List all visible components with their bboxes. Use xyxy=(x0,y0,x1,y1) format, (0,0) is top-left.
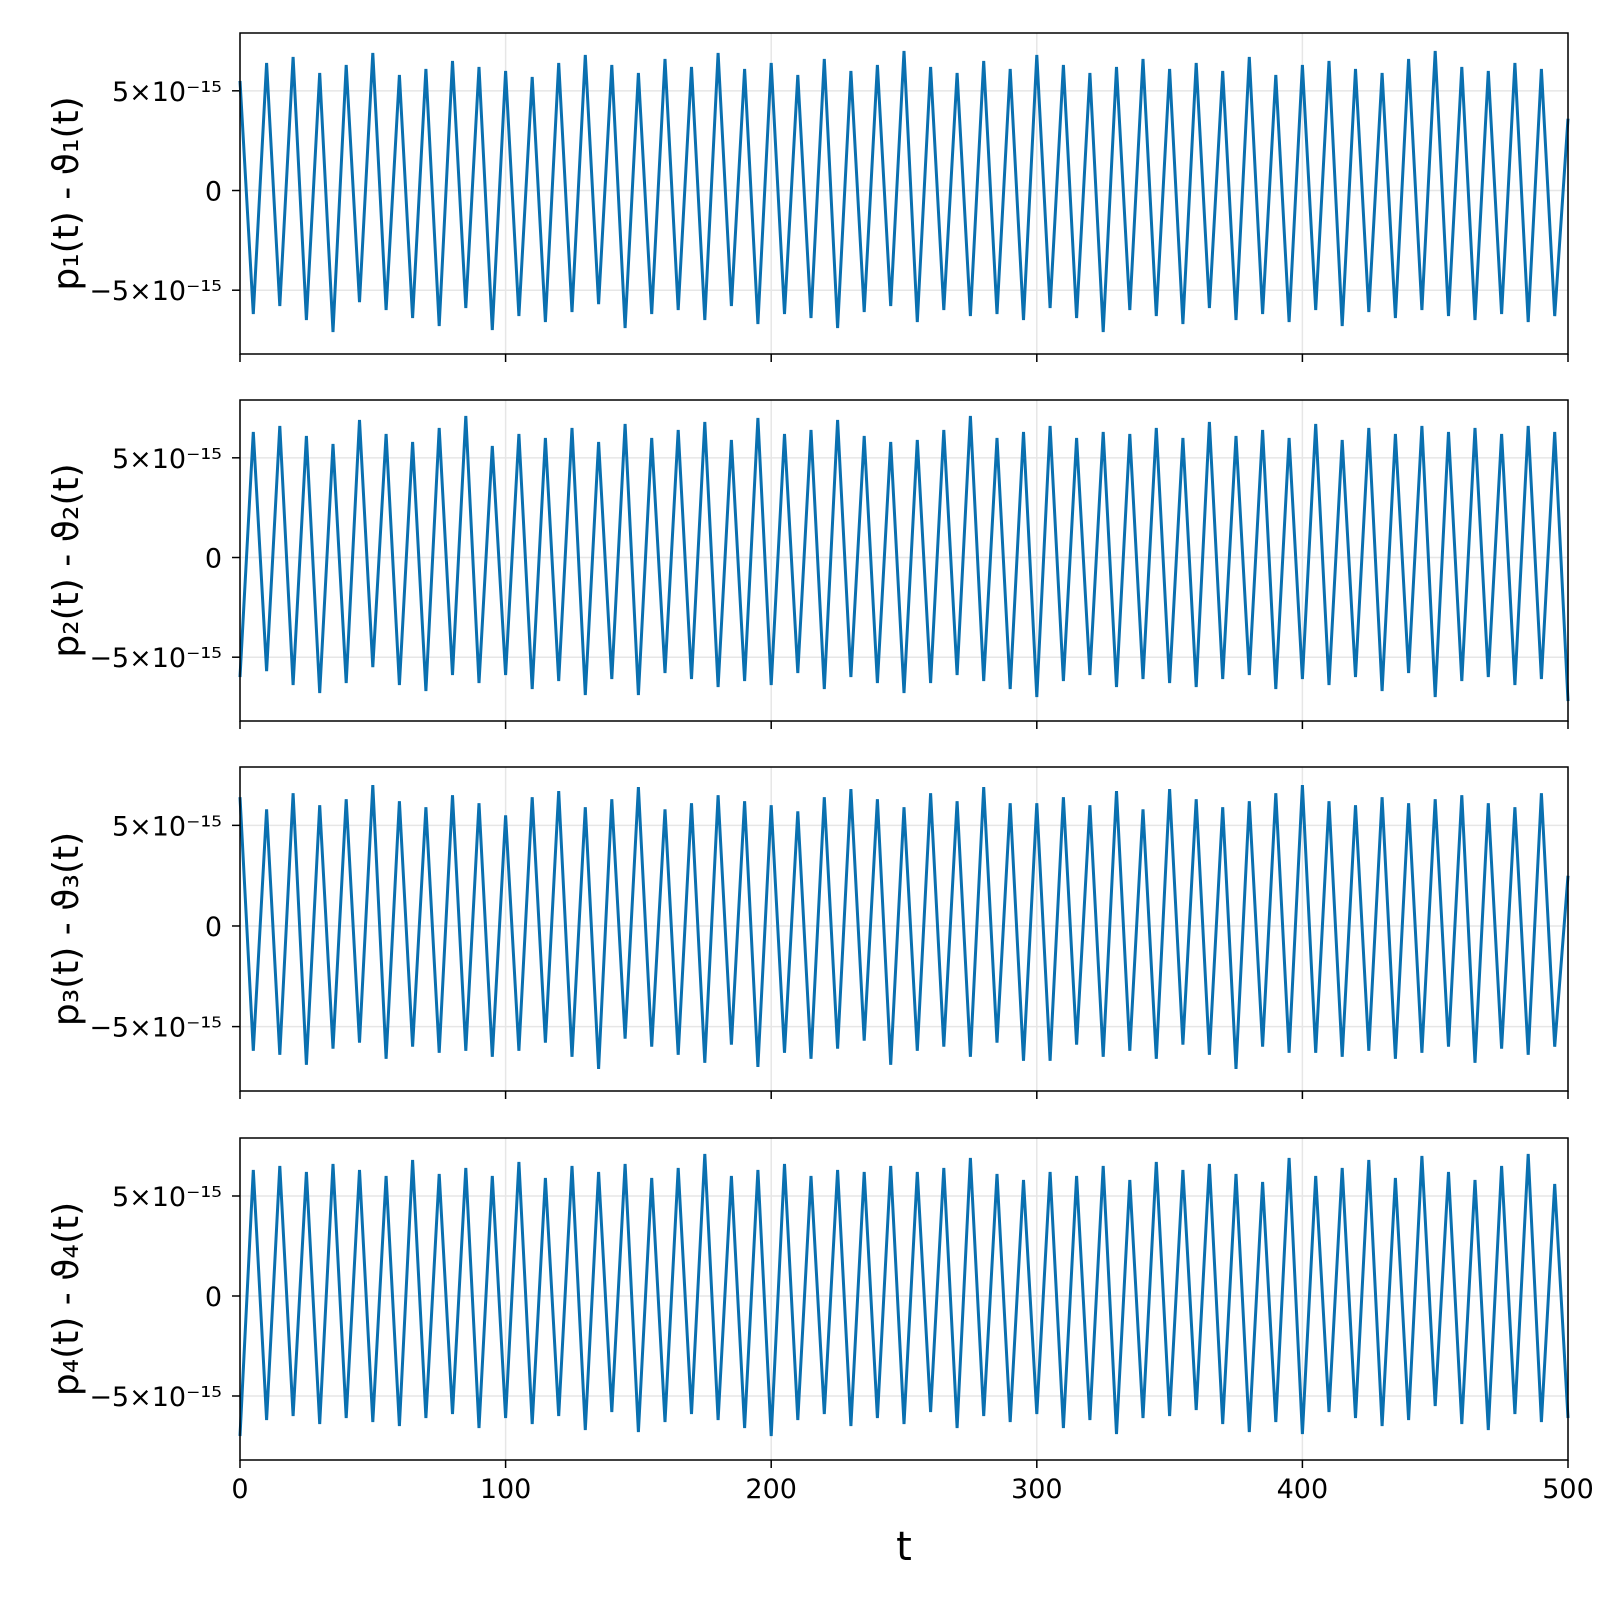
y-tick-label: 0 xyxy=(205,912,222,943)
y-tick-label: 0 xyxy=(205,544,222,575)
y-tick-label: −5×10⁻¹⁵ xyxy=(89,1382,222,1413)
x-axis-label: t xyxy=(896,1524,912,1570)
y-axis-label: p₁(t) - ϑ₁(t) xyxy=(46,96,87,290)
x-tick-label: 100 xyxy=(480,1474,532,1505)
y-tick-label: −5×10⁻¹⁵ xyxy=(89,643,222,674)
y-tick-label: −5×10⁻¹⁵ xyxy=(89,1013,222,1044)
x-tick-label: 200 xyxy=(745,1474,797,1505)
plot-frame xyxy=(239,32,1569,355)
x-tick-label: 400 xyxy=(1277,1474,1329,1505)
plot-frame xyxy=(239,766,1569,1092)
x-tick-label: 500 xyxy=(1542,1474,1594,1505)
data-line xyxy=(238,415,1570,702)
y-tick-label: 5×10⁻¹⁵ xyxy=(112,77,222,108)
y-axis-label: p₃(t) - ϑ₃(t) xyxy=(46,832,87,1026)
y-tick-label: 5×10⁻¹⁵ xyxy=(112,444,222,475)
y-tick-label: 0 xyxy=(205,1282,222,1313)
x-tick-label: 0 xyxy=(231,1474,248,1505)
y-axis-label: p₂(t) - ϑ₂(t) xyxy=(46,463,87,657)
y-tick-label: −5×10⁻¹⁵ xyxy=(89,276,222,307)
y-tick-label: 5×10⁻¹⁵ xyxy=(112,1182,222,1213)
data-line xyxy=(238,50,1570,333)
y-tick-label: 5×10⁻¹⁵ xyxy=(112,811,222,842)
data-line xyxy=(238,1153,1570,1437)
y-axis-label: p₄(t) - ϑ₄(t) xyxy=(46,1202,87,1396)
y-tick-label: 0 xyxy=(205,177,222,208)
data-line xyxy=(238,785,1570,1069)
plot-frame xyxy=(239,1137,1569,1461)
x-tick-label: 300 xyxy=(1011,1474,1063,1505)
plot-frame xyxy=(239,399,1569,722)
